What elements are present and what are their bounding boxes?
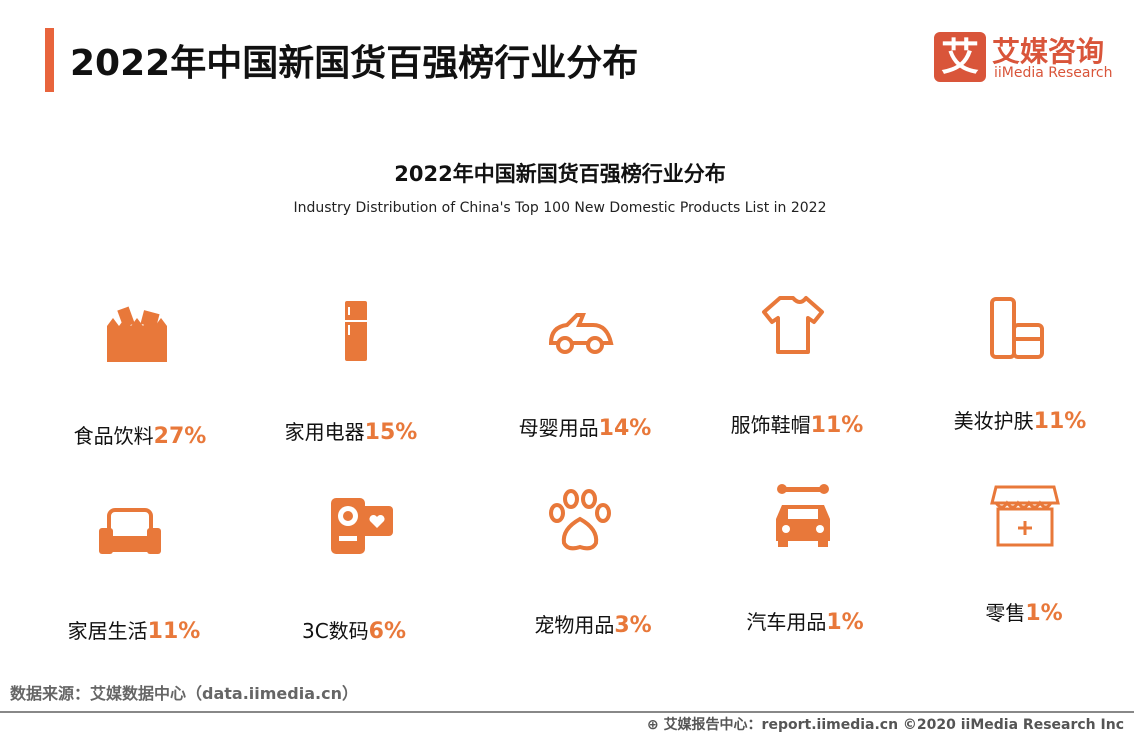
sofa-icon xyxy=(95,498,165,568)
paw-icon xyxy=(545,485,615,555)
industry-name: 汽车用品 xyxy=(746,610,827,634)
logo-cn: 艾媒咨询 xyxy=(992,35,1105,68)
food-drink-icon xyxy=(102,298,172,368)
industry-name: 服饰鞋帽 xyxy=(730,413,811,437)
industry-name: 食品饮料 xyxy=(73,424,154,448)
industry-item: 宠物用品3% xyxy=(534,609,651,638)
footer-credit: ⊕ 艾媒报告中心：report.iimedia.cn ©2020 iiMedia… xyxy=(647,714,1124,734)
industry-item: 3C数码6% xyxy=(302,615,406,644)
footer-text: 艾媒报告中心：report.iimedia.cn ©2020 iiMedia R… xyxy=(663,717,1124,733)
industry-name: 3C数码 xyxy=(301,619,369,643)
industry-name: 家用电器 xyxy=(284,420,365,444)
industry-share: 15% xyxy=(364,420,418,445)
car-wrench-icon xyxy=(768,483,838,553)
industry-name: 美妆护肤 xyxy=(953,409,1034,433)
industry-share: 11% xyxy=(1033,409,1087,434)
industry-item: 家用电器15% xyxy=(285,416,418,445)
industry-share: 1% xyxy=(1025,601,1063,626)
store-icon xyxy=(990,483,1060,553)
industry-item: 汽车用品1% xyxy=(746,606,863,635)
page-title: 2022年中国新国货百强榜行业分布 xyxy=(70,43,639,84)
industry-name: 母婴用品 xyxy=(518,416,599,440)
data-source: 数据来源：艾媒数据中心（data.iimedia.cn） xyxy=(10,684,358,703)
industry-name: 家居生活 xyxy=(67,619,148,643)
industry-item: 美妆护肤11% xyxy=(954,405,1087,434)
baby-car-icon xyxy=(545,295,615,365)
chart-title: 2022年中国新国货百强榜行业分布 xyxy=(394,162,726,186)
chart-subtitle: Industry Distribution of China's Top 100… xyxy=(293,200,827,216)
camera-icon xyxy=(327,490,397,560)
industry-share: 27% xyxy=(153,424,207,449)
industry-item: 零售1% xyxy=(985,597,1062,626)
industry-share: 14% xyxy=(598,416,652,441)
logo-en: iiMedia Research xyxy=(994,65,1113,81)
industry-share: 11% xyxy=(147,619,201,644)
industry-item: 食品饮料27% xyxy=(74,420,207,449)
industry-name: 零售 xyxy=(985,601,1026,625)
industry-share: 11% xyxy=(810,413,864,438)
cosmetics-icon xyxy=(980,295,1050,365)
industry-share: 1% xyxy=(826,610,864,635)
globe-icon: ⊕ xyxy=(646,717,664,733)
industry-item: 家居生活11% xyxy=(68,615,201,644)
tshirt-icon xyxy=(758,290,828,360)
divider xyxy=(0,711,1134,713)
industry-item: 母婴用品14% xyxy=(519,412,652,441)
logo-mark: 艾 xyxy=(934,32,986,82)
title-accent-bar xyxy=(45,28,54,92)
industry-share: 3% xyxy=(614,613,652,638)
industry-name: 宠物用品 xyxy=(534,613,615,637)
industry-item: 服饰鞋帽11% xyxy=(731,409,864,438)
logo: 艾 艾媒咨询 iiMedia Research xyxy=(934,32,1114,88)
industry-share: 6% xyxy=(368,619,407,644)
refrigerator-icon xyxy=(321,297,391,367)
